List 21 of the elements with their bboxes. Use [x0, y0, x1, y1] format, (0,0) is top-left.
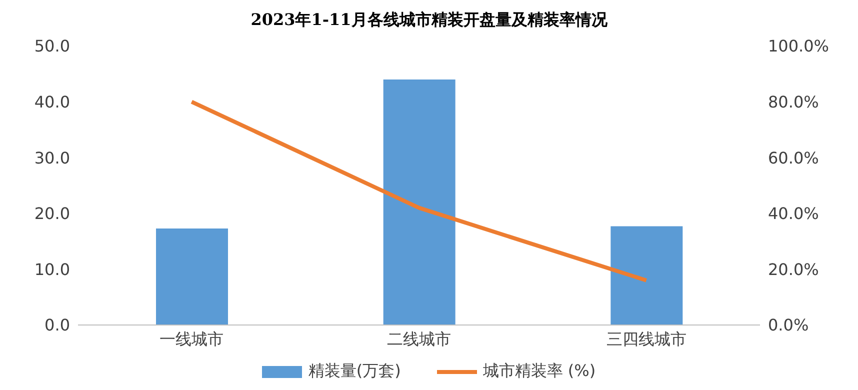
y2-tick-label: 80.0%	[768, 92, 819, 112]
bar	[383, 79, 456, 325]
bar	[610, 226, 683, 325]
y-tick-label: 30.0	[34, 148, 70, 168]
y-tick-label: 50.0	[34, 36, 70, 56]
bar	[156, 228, 228, 325]
y2-tick-label: 100.0%	[768, 36, 830, 56]
y-tick-label: 40.0	[34, 92, 70, 112]
y2-tick-label: 40.0%	[768, 204, 819, 224]
y-tick-label: 10.0	[34, 260, 70, 279]
y-tick-label: 20.0	[34, 204, 70, 224]
legend-label: 城市精装率 (%)	[482, 361, 596, 382]
x-tick-label: 一线城市	[160, 329, 224, 348]
y2-tick-label: 20.0%	[768, 260, 819, 279]
y2-tick-label: 60.0%	[768, 148, 819, 168]
x-tick-label: 三四线城市	[606, 329, 686, 348]
y2-tick-label: 0.0%	[768, 316, 809, 335]
x-tick-label: 二线城市	[387, 329, 451, 348]
legend-label: 精装量(万套)	[308, 361, 401, 382]
chart-title: 2023年1-11月各线城市精装开盘量及精装率情况	[250, 9, 608, 31]
y-tick-label: 0.0	[44, 316, 70, 335]
